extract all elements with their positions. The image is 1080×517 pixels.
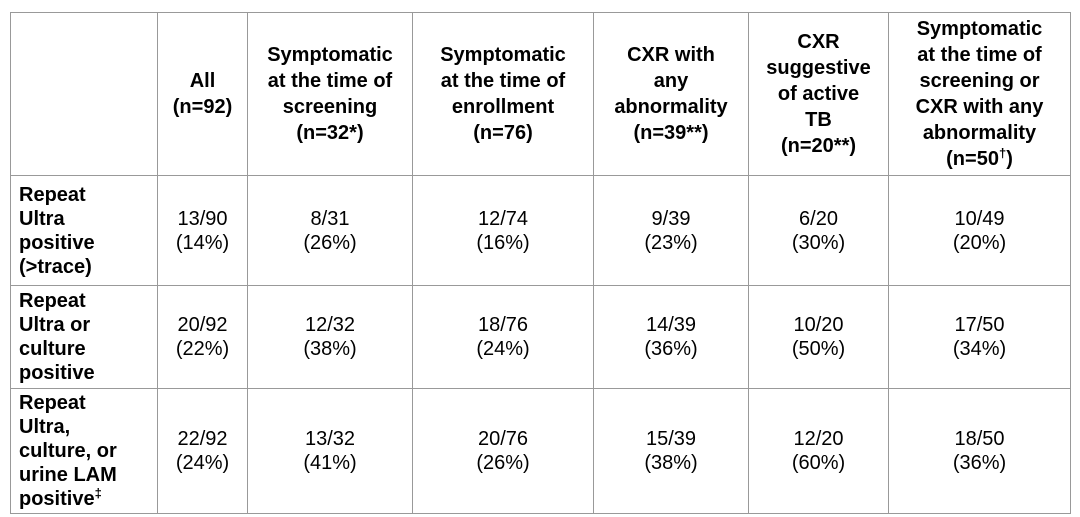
value-cell: 14/39 (36%) [593,285,749,389]
col-header-symptomatic-screening-label: Symptomatic at the time of screening (n=… [267,44,393,144]
col-header-symptomatic-enrollment-label: Symptomatic at the time of enrollment (n… [440,44,566,144]
col-header-symptomatic-or-cxr: Symptomatic at the time of screening or … [888,12,1071,176]
value-cell: 10/49 (20%) [888,175,1071,286]
header-row: All (n=92) Symptomatic at the time of sc… [10,12,1071,176]
value-cell: 20/76 (26%) [412,388,594,514]
row-label-repeat-ultra-or-culture-text: Repeat Ultra or culture positive [19,290,95,384]
col-header-symptomatic-or-cxr-sup: † [998,145,1007,161]
col-header-symptomatic-enrollment: Symptomatic at the time of enrollment (n… [412,12,594,176]
col-header-cxr-any-abnormality: CXR with any abnormality (n=39**) [593,12,749,176]
table-row-repeat-ultra-positive: Repeat Ultra positive (>trace) 13/90 (14… [10,175,1071,286]
col-header-cxr-active-tb: CXR suggestive of active TB (n=20**) [748,12,889,176]
col-header-cxr-active-tb-label: CXR suggestive of active TB (n=20**) [766,31,871,157]
value-cell: 13/90 (14%) [157,175,248,286]
value-cell: 12/20 (60%) [748,388,889,514]
table-row-repeat-ultra-culture-lam: Repeat Ultra, culture, or urine LAM posi… [10,388,1071,514]
value-cell: 18/76 (24%) [412,285,594,389]
value-cell: 6/20 (30%) [748,175,889,286]
value-cell: 15/39 (38%) [593,388,749,514]
value-cell: 17/50 (34%) [888,285,1071,389]
col-header-all-label: All (n=92) [172,70,233,118]
col-header-symptomatic-or-cxr-label: Symptomatic at the time of screening or … [915,18,1044,170]
col-header-cxr-any-abnormality-label: CXR with any abnormality (n=39**) [614,44,728,144]
table-row-repeat-ultra-or-culture: Repeat Ultra or culture positive 20/92 (… [10,285,1071,389]
row-label-repeat-ultra-culture-lam-text: Repeat Ultra, culture, or urine LAM posi… [19,392,117,510]
value-cell: 8/31 (26%) [247,175,413,286]
value-cell: 9/39 (23%) [593,175,749,286]
value-cell: 12/32 (38%) [247,285,413,389]
value-cell: 10/20 (50%) [748,285,889,389]
value-cell: 12/74 (16%) [412,175,594,286]
results-table: All (n=92) Symptomatic at the time of sc… [10,12,1071,514]
value-cell: 20/92 (22%) [157,285,248,389]
value-cell: 22/92 (24%) [157,388,248,514]
row-label-repeat-ultra-positive: Repeat Ultra positive (>trace) [10,175,158,286]
row-label-repeat-ultra-positive-text: Repeat Ultra positive (>trace) [19,183,95,278]
col-header-symptomatic-screening: Symptomatic at the time of screening (n=… [247,12,413,176]
row-label-repeat-ultra-culture-lam: Repeat Ultra, culture, or urine LAM posi… [10,388,158,514]
corner-cell [10,12,158,176]
row-label-repeat-ultra-or-culture: Repeat Ultra or culture positive [10,285,158,389]
value-cell: 13/32 (41%) [247,388,413,514]
row-label-repeat-ultra-culture-lam-sup: ‡ [94,485,102,501]
value-cell: 18/50 (36%) [888,388,1071,514]
col-header-symptomatic-or-cxr-tail: ) [1006,148,1013,170]
col-header-all: All (n=92) [157,12,248,176]
